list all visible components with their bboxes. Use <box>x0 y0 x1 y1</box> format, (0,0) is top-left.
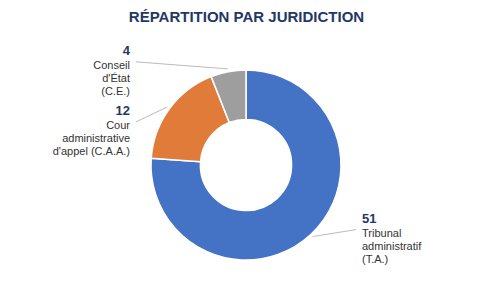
category-label-line: (T.A.) <box>362 253 388 265</box>
data-label: 4 <box>123 43 131 58</box>
category-label-line: administratif <box>362 240 422 252</box>
data-label: 12 <box>116 103 130 118</box>
category-label-line: d'appel (C.A.A.) <box>53 145 130 157</box>
category-label-line: Tribunal <box>362 227 401 239</box>
category-label: Conseild'État(C.E.) <box>93 59 130 97</box>
labels: 51Tribunaladministratif(T.A.) 4Conseild'É… <box>53 43 423 265</box>
data-label: 51 <box>362 211 376 226</box>
category-label-line: Cour <box>106 119 130 131</box>
title: RÉPARTITION PAR JURIDICTION <box>129 8 364 25</box>
chart: RÉPARTITION PAR JURIDICTION51Tribunaladm… <box>0 0 493 299</box>
leader-line <box>313 230 356 237</box>
category-label-line: administrative <box>62 132 130 144</box>
category-label: Tribunaladministratif(T.A.) <box>362 227 422 265</box>
leader-line <box>136 62 228 69</box>
category-label: Couradministratived'appel (C.A.A.) <box>53 119 131 157</box>
category-label-line: (C.E.) <box>101 85 130 97</box>
wedge <box>151 70 341 260</box>
category-label-line: Conseil <box>93 59 130 71</box>
wedge <box>211 70 246 123</box>
wedges <box>151 70 341 260</box>
category-label-line: d'État <box>102 72 130 84</box>
leader-line <box>136 107 167 122</box>
chart-container: RÉPARTITION PAR JURIDICTION51Tribunaladm… <box>0 0 493 299</box>
